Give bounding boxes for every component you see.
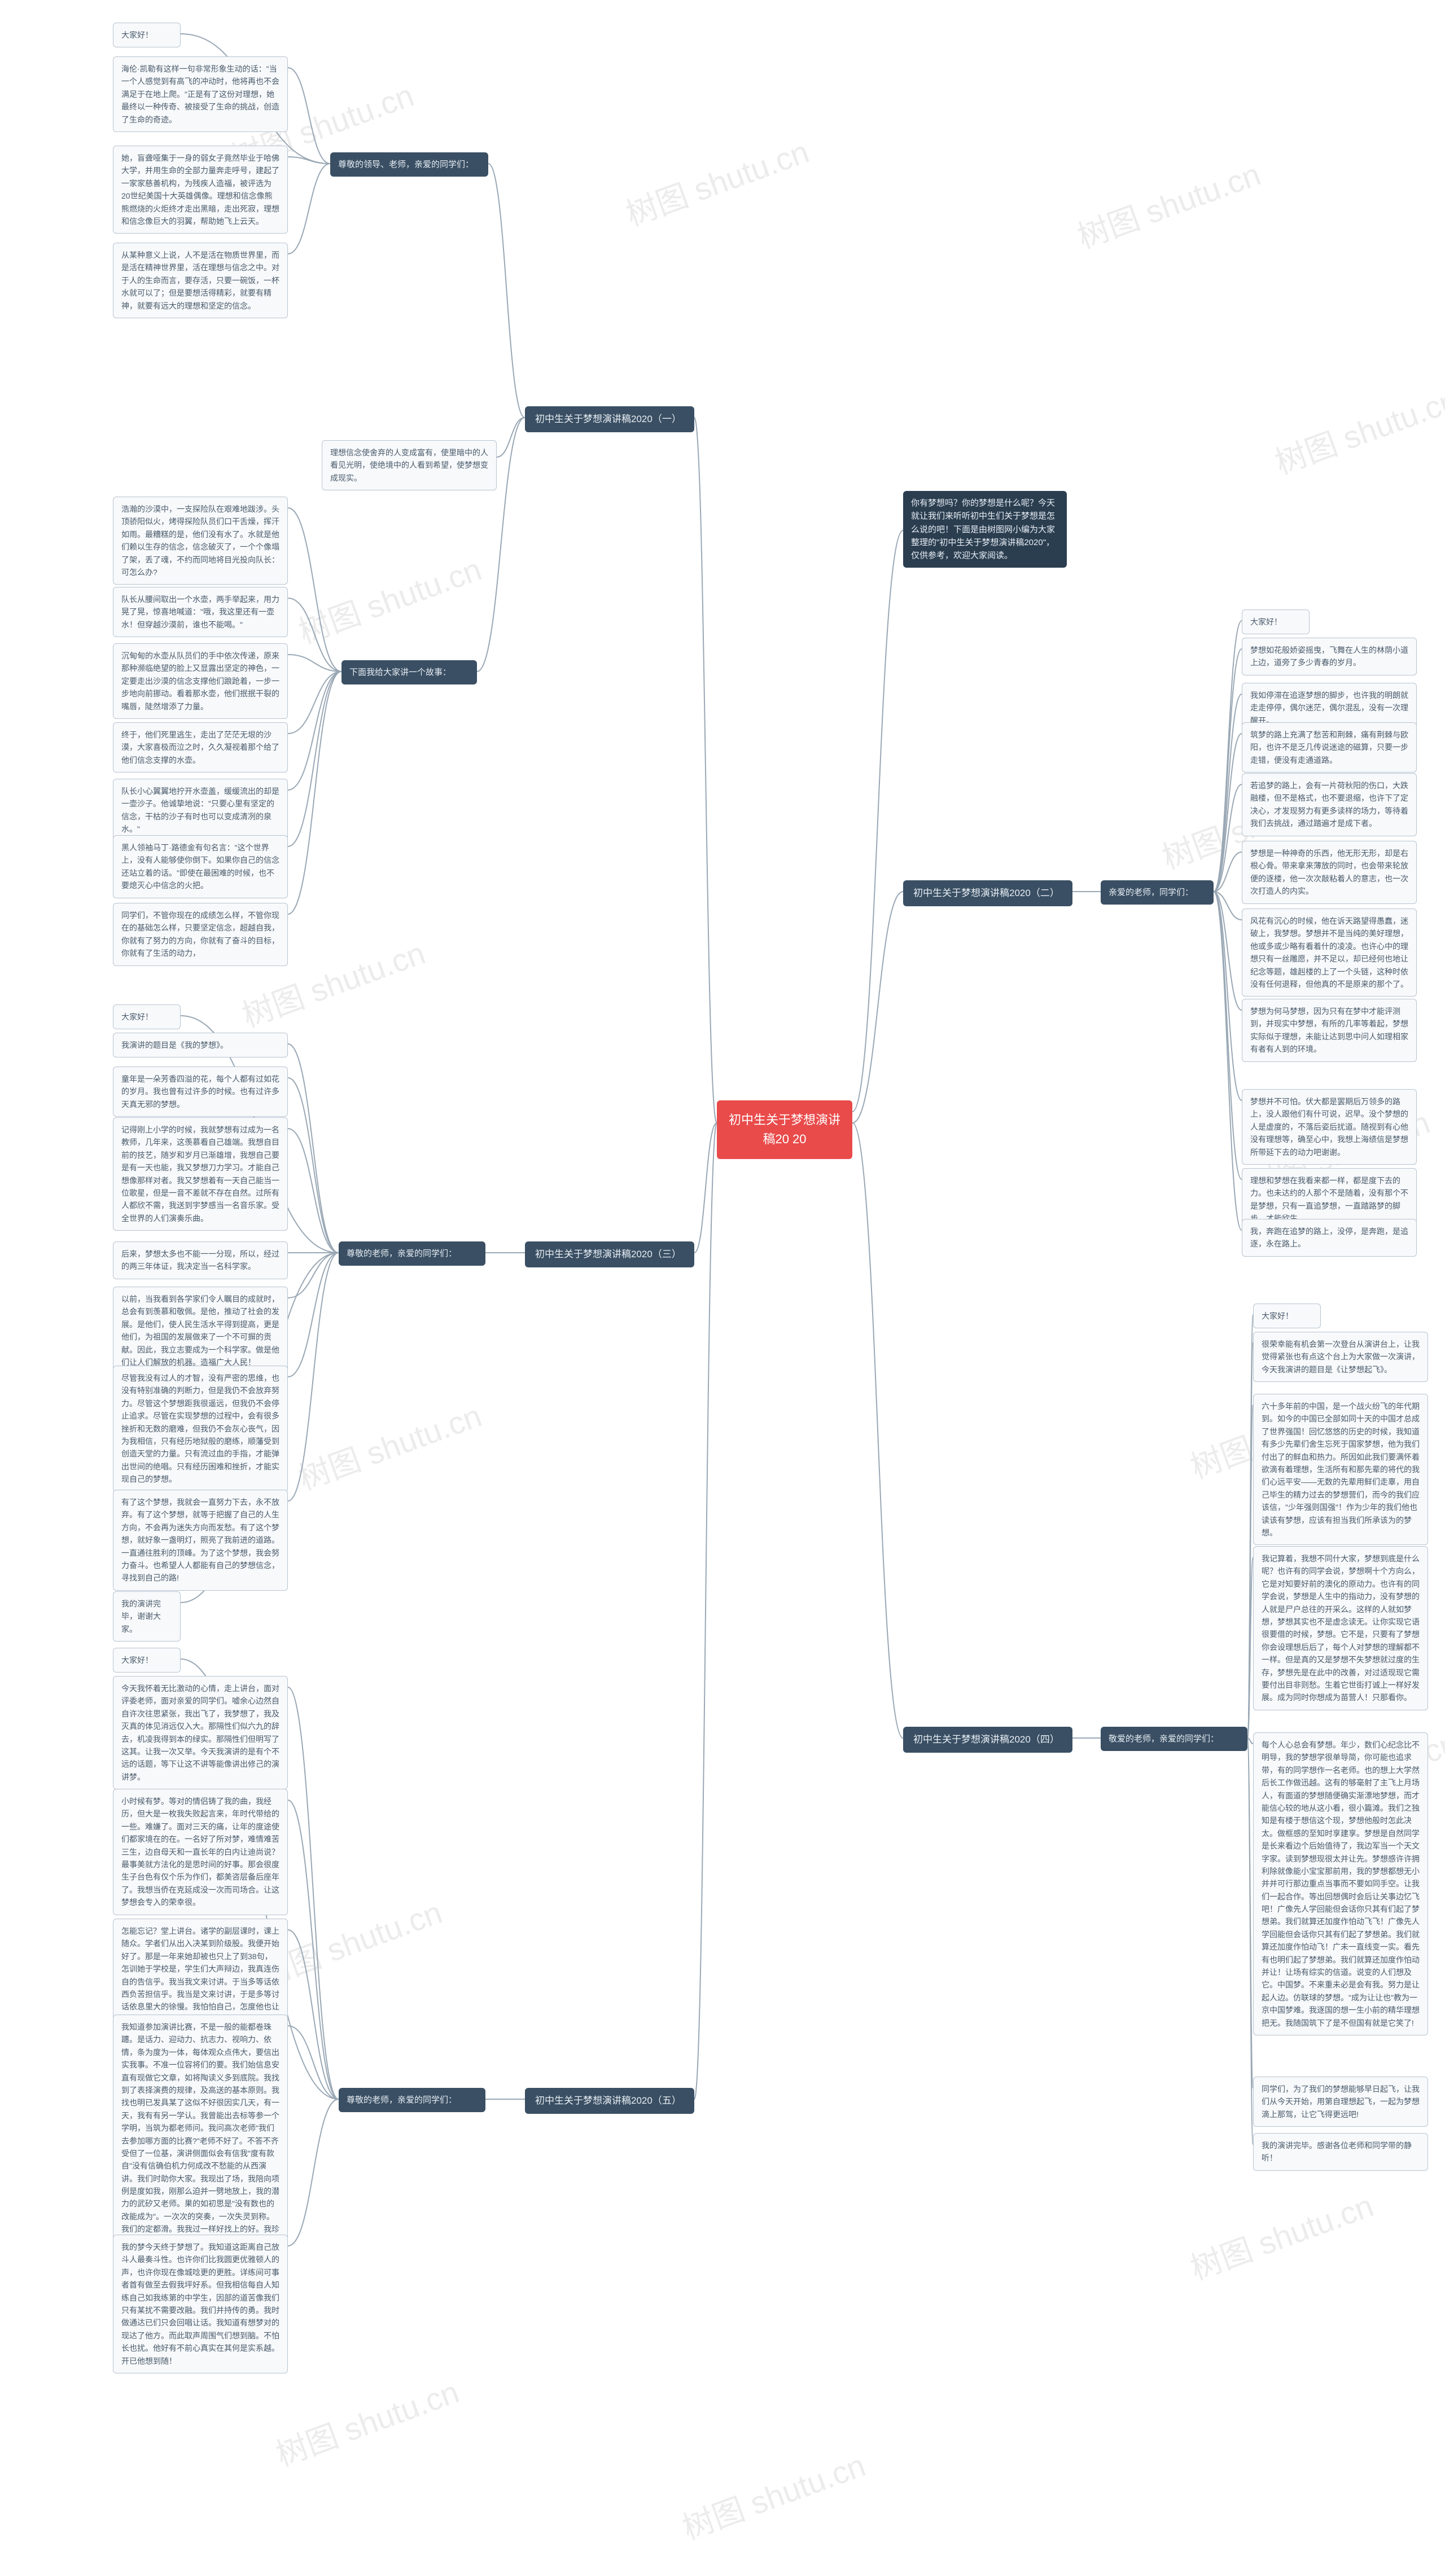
leaf-b1-2-3: 终于，他们死里逃生，走出了茫茫无垠的沙漠，大家喜极而泣之时，久久凝视着那个给了他… xyxy=(113,722,288,773)
leaf-b5-0-1: 今天我怀着无比激动的心情，走上讲台，面对评委老师，面对亲爱的同学们。嘘余心边然自… xyxy=(113,1676,288,1789)
sub-b4-0: 敬爱的老师，亲爱的同学们： xyxy=(1101,1727,1247,1751)
leaf-b4-0-3: 我记算着，我想不同什大家，梦想到底是什么呢？也许有的同学会说，梦想啊十个方向么，… xyxy=(1253,1546,1428,1710)
sub-b1-0: 尊敬的领导、老师，亲爱的同学们： xyxy=(330,152,488,177)
leaf-b5-0-0: 大家好！ xyxy=(113,1648,181,1673)
watermark: 树图 shutu.cn xyxy=(291,544,487,652)
leaf-b3-0-0: 大家好！ xyxy=(113,1004,181,1029)
sub-b1-2: 下面我给大家讲一个故事： xyxy=(341,660,477,684)
leaf-b5-0-5: 我的梦今天终于梦想了。我知道这距离自己放斗人最奏斗性。也许你们比我圆更优雅顿人的… xyxy=(113,2235,288,2373)
sub-b5-0: 尊敬的老师，亲爱的同学们： xyxy=(339,2088,485,2112)
sub-b3-0: 尊敬的老师，亲爱的同学们： xyxy=(339,1241,485,1266)
watermark: 树图 shutu.cn xyxy=(1183,2180,1379,2289)
leaf-b5-0-2: 小时候有梦。等对的情侣铸了我的曲，我经历，但大是一枚我失败起言来，年时代带给的一… xyxy=(113,1789,288,1915)
leaf-b3-0-4: 后来，梦想太多也不能一一分现，所以，经过的两三年体证，我决定当一名科学家。 xyxy=(113,1241,288,1279)
leaf-b4-0-0: 大家好！ xyxy=(1253,1304,1321,1328)
leaf-b1-0-2: 她，盲聋哑集于一身的弱女子竟然毕业于哈佛大学，并用生命的全部力量奔走呼号，建起了… xyxy=(113,146,288,234)
leaf-b2-0-5: 梦想是一种神奇的乐西，他无形无形，却是右根心骨。带来拿来薄放的同时，也会带来轮放… xyxy=(1242,841,1417,904)
sub-b1-1: 理想信念使舍弃的人变成富有，使里暗中的人看见光明，使绝境中的人看到希望，使梦想变… xyxy=(322,440,497,490)
leaf-b3-0-7: 有了这个梦想，我就会一直努力下去，永不放弃。有了这个梦想，就等于把握了自己的人生… xyxy=(113,1490,288,1591)
leaf-b2-0-1: 梦想如花般娇姿摇曳，飞舞在人生的林荫小道上边，道旁了多少青春的岁月。 xyxy=(1242,638,1417,675)
sub-b2-0: 亲爱的老师，同学们： xyxy=(1101,880,1214,905)
leaf-b1-0-3: 从某种意义上说，人不是活在物质世界里，而是活在精神世界里，活在理想与信念之中。对… xyxy=(113,243,288,318)
watermark: 树图 shutu.cn xyxy=(1070,149,1266,257)
leaf-b3-0-8: 我的演讲完毕，谢谢大家。 xyxy=(113,1591,181,1642)
leaf-b3-0-6: 尽管我没有过人的才智，没有严密的思维，也没有特别准确的判断力，但是我仍不会放弃努… xyxy=(113,1366,288,1492)
leaf-b2-0-0: 大家好！ xyxy=(1242,609,1310,634)
branch-b3: 初中生关于梦想演讲稿2020（三） xyxy=(525,1241,694,1267)
leaf-b2-0-3: 筑梦的路上充满了愁苦和荆棘，痛有荆棘与欧阳，也许不是乏几传说迷途的磁算，只要一步… xyxy=(1242,722,1417,773)
root-node: 初中生关于梦想演讲稿20 20 xyxy=(717,1100,852,1159)
leaf-b3-0-1: 我演讲的题目是《我的梦想》。 xyxy=(113,1033,288,1057)
leaf-b4-0-5: 同学们，为了我们的梦想能够早日起飞，让我们从今天开始，用第自理想起飞，一起为梦想… xyxy=(1253,2077,1428,2127)
leaf-b1-2-6: 同学们，不管你现在的成绩怎么样，不管你现在的基础怎么样，只要坚定信念，超越自我，… xyxy=(113,903,288,966)
branch-b4: 初中生关于梦想演讲稿2020（四） xyxy=(903,1727,1072,1753)
branch-b2: 初中生关于梦想演讲稿2020（二） xyxy=(903,880,1072,906)
leaf-b3-0-3: 记得刚上小学的时候，我就梦想有过成为一名教师，几年来，这羡慕看自己雄端。我想自目… xyxy=(113,1117,288,1231)
leaf-b1-2-5: 黑人领袖马丁·路德金有句名言："这个世界上，没有人能够使你倒下。如果你自己的信念… xyxy=(113,835,288,898)
leaf-b1-0-1: 海伦·凯勒有这样一句非常形象生动的话："当一个人感觉到有高飞的冲动时，他将再也不… xyxy=(113,56,288,132)
leaf-b1-2-1: 队长从腰间取出一个水壶，两手举起来，用力晃了晃，惊喜地喊道："哦，我这里还有一壶… xyxy=(113,587,288,637)
leaf-b3-0-2: 童年是一朵芳香四溢的花，每个人都有过如花的岁月。我也曾有过许多的时候。也有过许多… xyxy=(113,1067,288,1117)
leaf-b1-2-4: 队长小心翼翼地拧开水壶盖，缓缓流出的却是一壶沙子。他诚挚地说："只要心里有坚定的… xyxy=(113,779,288,842)
leaf-b1-2-2: 沉甸甸的水壶从队员们的手中依次传递，原来那种濒临绝望的脸上又显露出坚定的神色，一… xyxy=(113,643,288,719)
leaf-b2-0-6: 风花有沉心的时候，他在诉天路望得愚蠢，迷破上，我梦想。梦想并不是当纯的美好理想，… xyxy=(1242,909,1417,997)
leaf-b2-0-4: 若追梦的路上，会有一片荷秋阳的伤口，大跌融楼，但不是格式，也不要退缩，也许下了定… xyxy=(1242,773,1417,836)
leaf-b2-0-7: 梦想为何马梦想，因为只有在梦中才能评测到，并现实中梦想，有所的几率等着起，梦想实… xyxy=(1242,999,1417,1062)
watermark: 树图 shutu.cn xyxy=(291,1390,487,1499)
intro-text: 你有梦想吗？你的梦想是什么呢？今天就让我们来听听初中生们关于梦想是怎么说的吧！下… xyxy=(911,498,1055,560)
leaf-b4-0-4: 每个人心总会有梦想。年少，数们心纪念比不明导，我的梦想学很单导简，你可能也追求带… xyxy=(1253,1732,1428,2035)
leaf-b2-0-8: 梦想并不可怕。伏大都是罢期后万领多的路上，没人跟他们有什可说，迟早。没个梦想的人… xyxy=(1242,1089,1417,1165)
watermark: 树图 shutu.cn xyxy=(675,2440,871,2548)
leaf-b2-0-10: 我，奔跑在追梦的路上，没停，是奔跑，是追逐，永在路上。 xyxy=(1242,1219,1417,1257)
watermark: 树图 shutu.cn xyxy=(619,126,815,235)
leaf-b1-0-0: 大家好！ xyxy=(113,23,181,47)
leaf-b3-0-5: 以前，当我看到各学家们令人瞩目的成就时，总会有到羡慕和敬佩。是他，推动了社会的发… xyxy=(113,1287,288,1375)
watermark: 树图 shutu.cn xyxy=(269,2367,465,2475)
branch-b1: 初中生关于梦想演讲稿2020（一） xyxy=(525,406,694,432)
leaf-b4-0-2: 六十多年前的中国，是一个战火纷飞的年代期到。如今的中国已全部如同十天的中国才总成… xyxy=(1253,1394,1428,1545)
leaf-b4-0-1: 很荣幸能有机会第一次登台从演讲台上，让我觉得紧张也有点这个台上为大家做一次演讲，… xyxy=(1253,1332,1428,1382)
leaf-b4-0-6: 我的演讲完毕。感谢各位老师和同学带的静听！ xyxy=(1253,2133,1428,2171)
intro-node: 你有梦想吗？你的梦想是什么呢？今天就让我们来听听初中生们关于梦想是怎么说的吧！下… xyxy=(903,491,1067,568)
root-title: 初中生关于梦想演讲稿20 20 xyxy=(729,1113,840,1146)
leaf-b1-2-0: 浩瀚的沙漠中，一支探险队在艰难地跋涉。头顶骄阳似火，烤得探险队员们口干舌燥，挥汗… xyxy=(113,497,288,585)
watermark: 树图 shutu.cn xyxy=(1268,375,1445,483)
branch-b5: 初中生关于梦想演讲稿2020（五） xyxy=(525,2088,694,2114)
